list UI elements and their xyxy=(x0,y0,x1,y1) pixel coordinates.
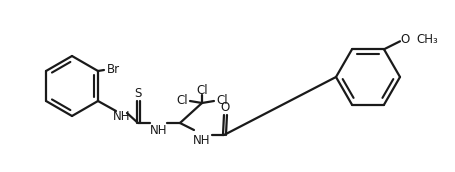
Text: Br: Br xyxy=(107,62,120,76)
Text: Cl: Cl xyxy=(216,94,228,106)
Text: NH: NH xyxy=(193,133,210,147)
Text: NH: NH xyxy=(113,110,131,122)
Text: NH: NH xyxy=(150,123,167,137)
Text: Cl: Cl xyxy=(196,83,207,96)
Text: Cl: Cl xyxy=(176,94,187,106)
Text: O: O xyxy=(220,100,229,114)
Text: S: S xyxy=(134,87,142,99)
Text: CH₃: CH₃ xyxy=(415,33,437,46)
Text: O: O xyxy=(399,33,409,46)
